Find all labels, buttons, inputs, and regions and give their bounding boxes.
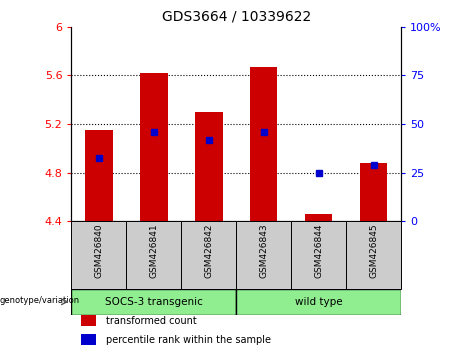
Bar [195,112,223,221]
Text: GSM426841: GSM426841 [149,223,159,278]
Bar [236,289,401,315]
Bar [305,214,332,221]
Text: GSM426842: GSM426842 [204,223,213,278]
Bar [346,221,401,289]
Text: SOCS-3 transgenic: SOCS-3 transgenic [105,297,203,307]
Text: GSM426843: GSM426843 [259,223,268,278]
Bar [71,289,236,315]
Bar [291,221,346,289]
Bar [126,221,181,289]
Bar [181,221,236,289]
Bar [140,73,168,221]
Bar [250,67,278,221]
Text: genotype/variation: genotype/variation [0,296,79,305]
Text: GSM426840: GSM426840 [95,223,103,278]
Text: GSM426844: GSM426844 [314,223,323,278]
Bar [81,334,96,345]
Text: percentile rank within the sample: percentile rank within the sample [106,335,271,344]
Bar [71,221,126,289]
Bar [360,163,387,221]
Bar [236,221,291,289]
Bar [85,130,112,221]
Text: transformed count: transformed count [106,316,197,326]
Text: GSM426845: GSM426845 [369,223,378,278]
Bar [81,315,96,326]
Title: GDS3664 / 10339622: GDS3664 / 10339622 [162,10,311,24]
Text: wild type: wild type [295,297,343,307]
